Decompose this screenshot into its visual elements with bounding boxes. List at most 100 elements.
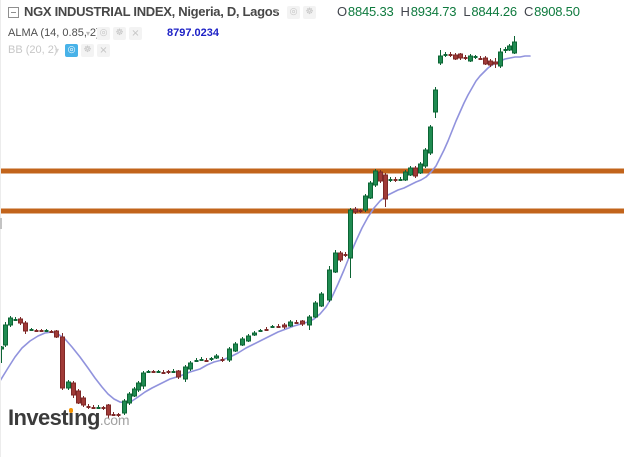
logo-text-suffix: .com bbox=[99, 412, 130, 428]
candle-body bbox=[44, 330, 49, 332]
candle-body bbox=[240, 338, 245, 346]
candle-body bbox=[300, 320, 305, 325]
candle-body bbox=[512, 41, 517, 54]
candle-body bbox=[319, 293, 324, 307]
candle-body bbox=[176, 370, 181, 378]
candle-body bbox=[8, 317, 13, 326]
chevron-down-icon[interactable]: ▾ bbox=[55, 46, 60, 55]
candle-body bbox=[353, 208, 358, 213]
alma-line bbox=[0, 55, 531, 404]
candle-body bbox=[307, 316, 312, 326]
eye-icon[interactable]: ◎ bbox=[65, 44, 78, 57]
candle-body bbox=[39, 330, 44, 332]
orange-dot-icon bbox=[68, 408, 74, 413]
candle-body bbox=[503, 49, 508, 51]
chevron-down-icon[interactable]: ▾ bbox=[86, 29, 91, 38]
gear-icon[interactable]: ☸ bbox=[113, 27, 126, 40]
candle-body bbox=[3, 324, 8, 346]
candle-body bbox=[493, 61, 498, 65]
candle-body bbox=[507, 45, 512, 51]
candle-body bbox=[13, 319, 18, 321]
candle-body bbox=[408, 167, 413, 176]
candle-body bbox=[136, 382, 141, 391]
candle-body bbox=[166, 371, 171, 373]
low-label: L bbox=[463, 4, 471, 19]
investing-logo: Investı ng.com bbox=[8, 405, 130, 434]
open-label: O bbox=[337, 4, 347, 19]
logo-text-part2: ng bbox=[74, 405, 100, 430]
candle-body bbox=[264, 329, 269, 331]
ohlc-readout: O8845.33 H8934.73 L8844.26 C8908.50 bbox=[337, 4, 587, 19]
gear-icon[interactable]: ☸ bbox=[303, 6, 316, 19]
horizontal-level-line[interactable] bbox=[0, 168, 624, 174]
candle-body bbox=[453, 54, 458, 60]
candle-body bbox=[388, 179, 393, 181]
candle-body bbox=[428, 126, 433, 154]
collapse-legend-icon[interactable] bbox=[8, 7, 19, 18]
candle-body bbox=[66, 381, 71, 389]
candle-body bbox=[246, 335, 251, 342]
candle-body bbox=[258, 330, 263, 332]
candle-body bbox=[498, 51, 503, 67]
left-edge-mark bbox=[0, 218, 2, 229]
candle-body bbox=[60, 336, 65, 389]
candle-body bbox=[194, 360, 199, 362]
candle-body bbox=[383, 174, 388, 200]
candle-body bbox=[348, 209, 353, 259]
candle-body bbox=[378, 171, 383, 182]
candle-body bbox=[282, 324, 287, 328]
candle-body bbox=[313, 302, 318, 318]
candle-body bbox=[473, 56, 478, 58]
candle-body bbox=[214, 355, 219, 359]
candle-body bbox=[220, 359, 225, 361]
candle-body bbox=[398, 179, 403, 181]
candle-body bbox=[171, 371, 176, 373]
candle-body bbox=[276, 326, 281, 328]
candle-body bbox=[122, 400, 127, 414]
close-label: C bbox=[523, 4, 534, 19]
candle-body bbox=[458, 53, 463, 59]
indicator-bb-label[interactable]: BB (20, 2) bbox=[8, 44, 58, 56]
candle-body bbox=[227, 348, 232, 361]
candle-body bbox=[413, 167, 418, 177]
candle-body bbox=[183, 366, 188, 380]
candle-body bbox=[86, 406, 91, 408]
candle-body bbox=[343, 254, 348, 256]
candle-body bbox=[101, 407, 106, 409]
gear-icon[interactable]: ☸ bbox=[81, 44, 94, 57]
open-value: 8845.33 bbox=[347, 4, 394, 19]
candle-body bbox=[373, 170, 378, 186]
symbol-title[interactable]: NGX INDUSTRIAL INDEX, Nigeria, D, Lagos bbox=[24, 4, 280, 19]
candle-body bbox=[358, 210, 363, 212]
horizontal-level-line[interactable] bbox=[0, 208, 624, 214]
candle-body bbox=[96, 407, 101, 409]
candle-body bbox=[29, 329, 34, 331]
minus-icon bbox=[11, 12, 16, 13]
candle-body bbox=[252, 332, 257, 336]
close-icon[interactable]: × bbox=[129, 27, 142, 40]
candle-body bbox=[488, 60, 493, 66]
candle-body bbox=[49, 331, 54, 333]
candle-body bbox=[363, 195, 368, 211]
eye-icon[interactable]: ◎ bbox=[287, 6, 300, 19]
candle-body bbox=[127, 393, 132, 404]
candle-body bbox=[76, 390, 81, 404]
candle-body bbox=[18, 318, 23, 324]
candle-body bbox=[468, 55, 473, 62]
candle-body bbox=[463, 57, 468, 59]
candle-body bbox=[0, 346, 4, 350]
candle-body bbox=[483, 57, 488, 65]
close-value: 8908.50 bbox=[534, 4, 580, 19]
candle-body bbox=[270, 326, 275, 328]
indicator-alma-label[interactable]: ALMA (14, 0.85, 2) bbox=[8, 27, 100, 39]
candle-body bbox=[116, 414, 121, 416]
logo-letter-i: ı bbox=[67, 405, 75, 430]
chevron-down-icon[interactable]: ▾ bbox=[274, 7, 279, 17]
candle-body bbox=[161, 372, 166, 374]
low-value: 8844.26 bbox=[471, 4, 517, 19]
close-icon[interactable]: × bbox=[97, 44, 110, 57]
candle-body bbox=[204, 360, 209, 362]
eye-icon[interactable]: ◎ bbox=[97, 27, 110, 40]
